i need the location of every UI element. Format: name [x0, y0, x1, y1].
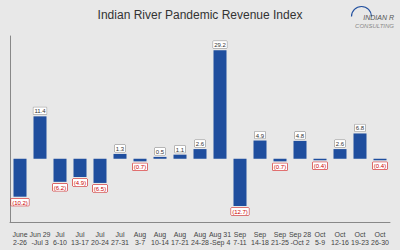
svg-text:Oct: Oct	[355, 231, 366, 238]
svg-text:(0.4): (0.4)	[374, 163, 386, 169]
svg-text:2.6: 2.6	[196, 141, 205, 147]
svg-text:CONSULTING: CONSULTING	[355, 23, 394, 29]
svg-text:21-25: 21-25	[271, 239, 289, 246]
svg-text:Jul: Jul	[96, 231, 105, 238]
svg-text:6.8: 6.8	[356, 125, 365, 131]
svg-text:1.1: 1.1	[176, 147, 185, 153]
svg-text:24-28: 24-28	[191, 239, 209, 246]
svg-text:19-23: 19-23	[351, 239, 369, 246]
svg-text:0.5: 0.5	[156, 149, 165, 155]
svg-text:(12.7): (12.7)	[232, 209, 248, 215]
svg-text:Aug: Aug	[194, 231, 207, 239]
svg-text:June: June	[12, 231, 27, 238]
svg-text:Sep: Sep	[234, 231, 247, 239]
svg-text:Aug: Aug	[154, 231, 167, 239]
svg-text:Jul: Jul	[56, 231, 65, 238]
svg-text:4.9: 4.9	[256, 133, 265, 139]
svg-text:-Jul 3: -Jul 3	[31, 239, 48, 246]
svg-text:(6.5): (6.5)	[94, 186, 106, 192]
svg-text:Sep: Sep	[254, 231, 267, 239]
svg-text:INDIAN R: INDIAN R	[363, 14, 394, 21]
svg-text:Jul: Jul	[76, 231, 85, 238]
svg-text:2.6: 2.6	[336, 141, 345, 147]
svg-text:(6.2): (6.2)	[54, 185, 66, 191]
svg-text:Aug 31: Aug 31	[209, 231, 231, 239]
svg-text:2-26: 2-26	[13, 239, 27, 246]
svg-text:Jun 29: Jun 29	[29, 231, 50, 238]
svg-text:Oct: Oct	[335, 231, 346, 238]
svg-text:20-24: 20-24	[91, 239, 109, 246]
svg-text:7-11: 7-11	[233, 239, 247, 246]
svg-text:Sep: Sep	[274, 231, 287, 239]
svg-text:(0.7): (0.7)	[134, 164, 146, 170]
svg-text:Oct: Oct	[315, 231, 326, 238]
svg-text:29.2: 29.2	[214, 42, 226, 48]
svg-text:11.4: 11.4	[34, 108, 46, 114]
svg-text:26-30: 26-30	[371, 239, 389, 246]
svg-text:10-14: 10-14	[151, 239, 169, 246]
svg-text:Aug: Aug	[174, 231, 187, 239]
svg-text:3-7: 3-7	[135, 239, 145, 246]
svg-text:4.8: 4.8	[296, 133, 305, 139]
svg-text:(0.4): (0.4)	[314, 163, 326, 169]
svg-text:12-16: 12-16	[331, 239, 349, 246]
svg-text:Sep 28: Sep 28	[289, 231, 311, 239]
svg-text:17-21: 17-21	[171, 239, 189, 246]
svg-text:Oct: Oct	[375, 231, 386, 238]
svg-text:5-9: 5-9	[315, 239, 325, 246]
svg-text:(0.7): (0.7)	[274, 164, 286, 170]
svg-text:Indian River Pandemic Revenue: Indian River Pandemic Revenue Index	[98, 8, 303, 22]
svg-text:(4.9): (4.9)	[74, 180, 86, 186]
svg-text:14-18: 14-18	[251, 239, 269, 246]
svg-text:Jul: Jul	[116, 231, 125, 238]
svg-text:(10.2): (10.2)	[12, 200, 28, 206]
svg-text:Aug: Aug	[134, 231, 147, 239]
svg-text:1.3: 1.3	[116, 146, 125, 152]
svg-text:13-17: 13-17	[71, 239, 89, 246]
svg-text:27-31: 27-31	[111, 239, 129, 246]
svg-text:-Oct 2: -Oct 2	[290, 239, 309, 246]
svg-text:-Sep 4: -Sep 4	[210, 239, 231, 247]
svg-text:6-10: 6-10	[53, 239, 67, 246]
